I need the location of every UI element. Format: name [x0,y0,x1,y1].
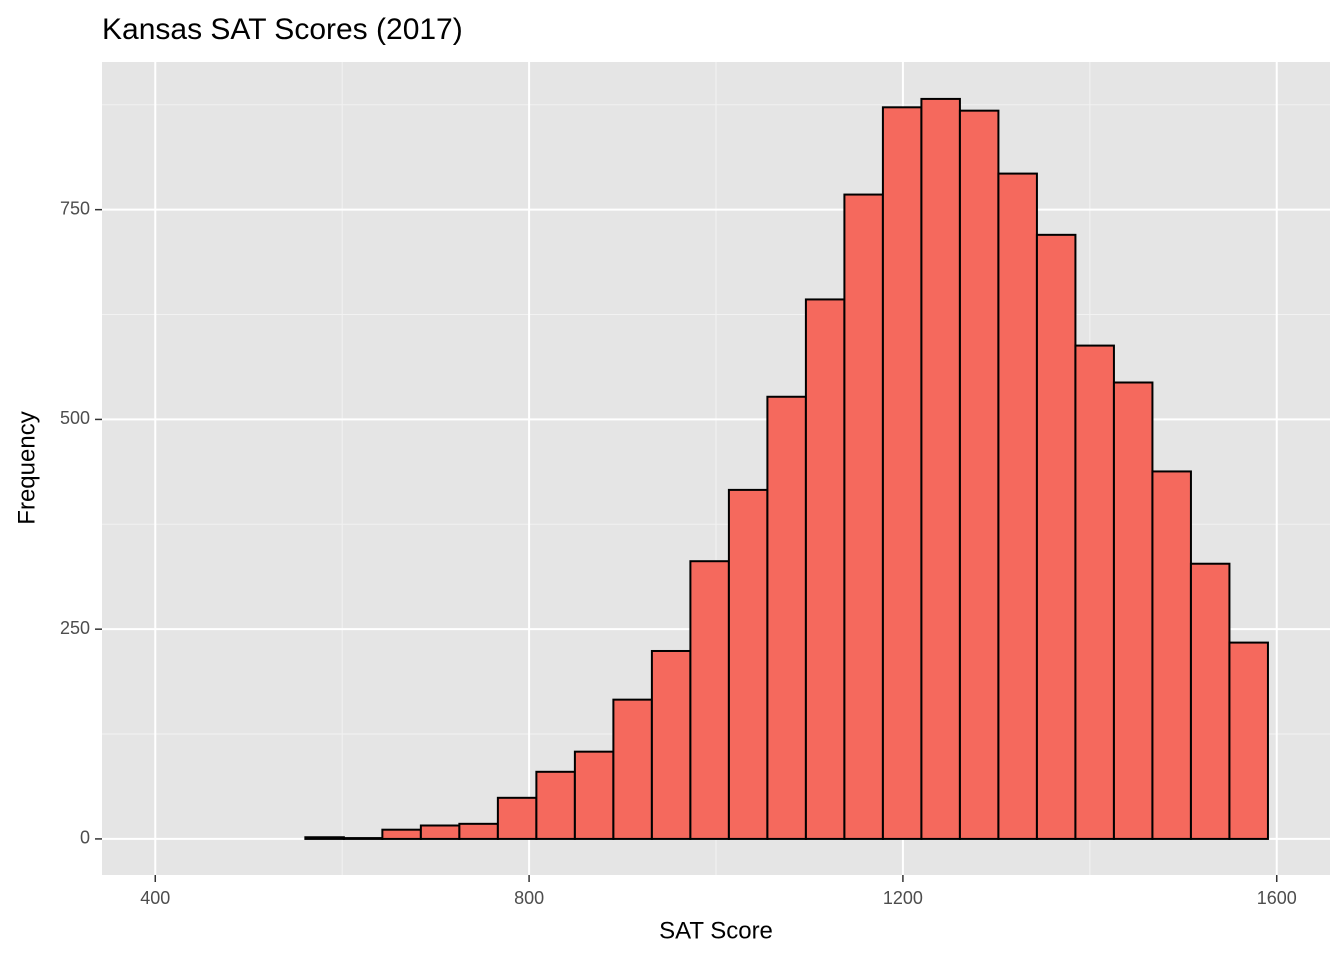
y-axis-title: Frequency [13,411,40,524]
bar [1035,233,1077,840]
bar [1074,344,1115,840]
bar [1112,381,1154,840]
y-tick-label: 0 [80,828,90,848]
bar [727,488,769,840]
bar [804,298,846,840]
bar [304,836,345,840]
bar [381,828,422,840]
bar [843,193,884,840]
bar [342,837,384,840]
y-tick-label: 750 [60,198,90,218]
bar [458,822,499,840]
bar [650,649,692,840]
y-tick-label: 500 [60,408,90,428]
x-tick-label: 800 [514,888,544,908]
bar [1151,470,1192,840]
bar [535,770,576,840]
bar [766,395,807,840]
y-tick-label: 250 [60,618,90,638]
bar [496,796,538,840]
bar [689,560,730,840]
bar [997,172,1038,840]
bar [1228,641,1269,840]
bar [573,750,615,840]
x-tick-label: 1600 [1257,888,1297,908]
x-axis-title: SAT Score [659,917,773,944]
bar [419,824,461,840]
x-tick-label: 400 [140,888,170,908]
chart-title: Kansas SAT Scores (2017) [102,13,463,46]
bar [958,109,1000,840]
bar [920,97,961,840]
bar [881,106,923,840]
bar [612,698,653,840]
bar [1189,562,1231,840]
x-tick-label: 1200 [883,888,923,908]
